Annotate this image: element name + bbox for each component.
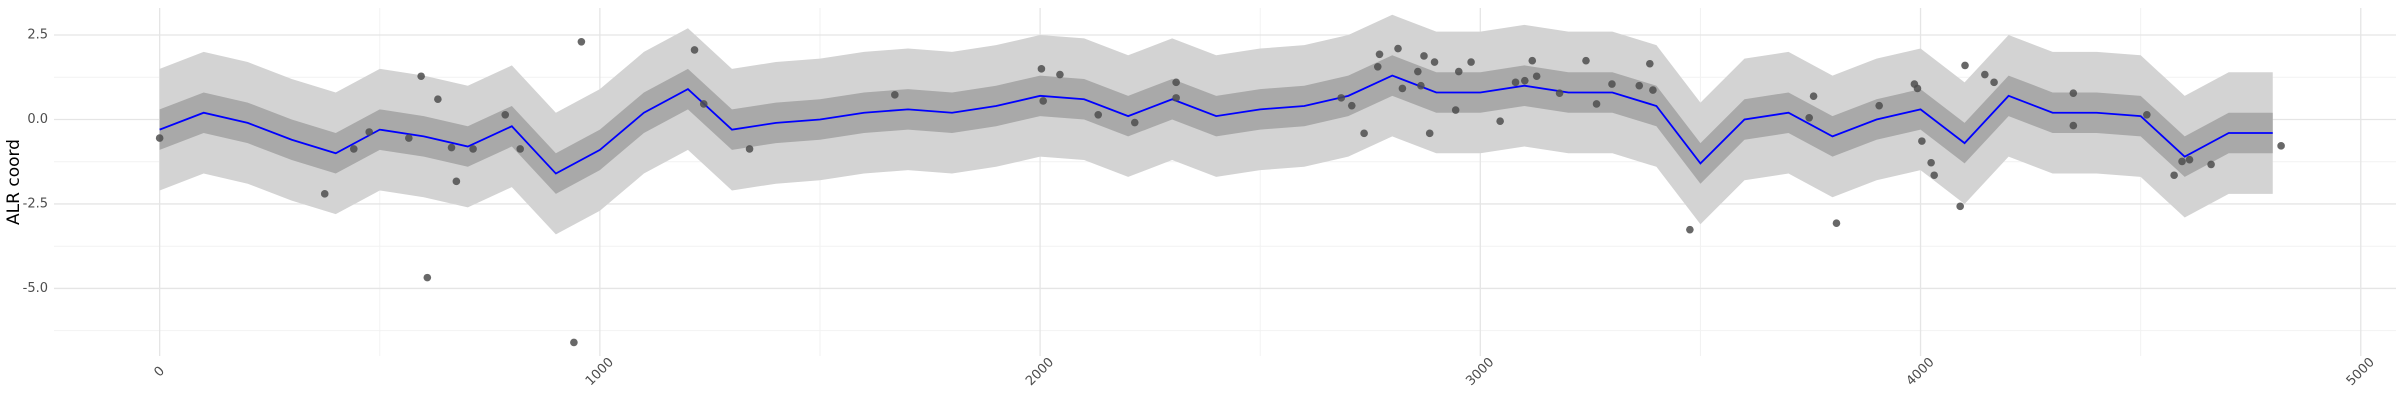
data-point xyxy=(1398,84,1407,93)
data-point xyxy=(1347,101,1356,110)
data-point xyxy=(1686,225,1694,234)
data-point xyxy=(1172,78,1180,87)
data-point xyxy=(155,134,164,142)
data-point xyxy=(1130,118,1139,127)
x-tick-label: 2000 xyxy=(1023,355,1057,389)
data-point xyxy=(745,145,754,153)
data-point xyxy=(1918,137,1926,145)
data-point xyxy=(405,134,413,142)
data-point xyxy=(1528,56,1537,65)
data-point xyxy=(891,91,899,99)
data-point xyxy=(2207,160,2215,169)
data-point xyxy=(320,190,329,198)
data-point xyxy=(1532,72,1541,81)
x-tick-label: 3000 xyxy=(1463,355,1497,389)
data-point xyxy=(2178,157,2186,166)
data-point xyxy=(1927,158,1935,167)
data-point xyxy=(2277,142,2285,150)
data-point xyxy=(1360,129,1368,138)
data-point xyxy=(1394,44,1402,53)
data-point xyxy=(699,100,708,108)
data-point xyxy=(365,128,374,136)
data-point xyxy=(1646,59,1654,68)
data-point xyxy=(1451,106,1460,114)
data-point xyxy=(1496,117,1504,125)
y-tick-label: 0.0 xyxy=(27,112,48,127)
data-point xyxy=(447,143,456,152)
y-tick-label: -5.0 xyxy=(23,281,48,296)
data-point xyxy=(1430,58,1439,66)
data-point xyxy=(2143,110,2151,119)
data-point xyxy=(1875,101,1883,110)
data-point xyxy=(434,95,442,104)
data-point xyxy=(1337,94,1346,102)
data-point xyxy=(690,46,699,54)
data-point xyxy=(1373,62,1382,71)
data-point xyxy=(2170,171,2178,180)
data-point xyxy=(1375,50,1384,59)
data-point xyxy=(423,273,432,282)
x-tick-label: 0 xyxy=(151,364,167,380)
data-point xyxy=(2185,155,2194,164)
data-point xyxy=(1454,67,1463,76)
data-point xyxy=(1809,92,1818,100)
data-point xyxy=(2069,89,2078,97)
data-point xyxy=(417,72,425,81)
data-point xyxy=(1592,100,1601,108)
data-point xyxy=(1961,61,1969,70)
data-point xyxy=(1635,81,1644,90)
data-point xyxy=(1039,97,1047,105)
data-point xyxy=(1172,94,1180,102)
x-tick-label: 5000 xyxy=(2344,355,2378,389)
data-point xyxy=(1555,89,1564,97)
data-point xyxy=(469,145,477,153)
data-point xyxy=(1913,84,1922,93)
data-point xyxy=(501,110,510,119)
data-point xyxy=(1425,129,1434,138)
data-point xyxy=(1649,86,1657,94)
data-point xyxy=(1582,56,1590,65)
data-point xyxy=(1805,114,1813,122)
data-point xyxy=(1420,52,1428,60)
data-point xyxy=(1930,171,1939,180)
y-tick-label: 2.5 xyxy=(27,28,48,43)
data-point xyxy=(1511,78,1520,87)
data-point xyxy=(452,177,461,186)
data-point xyxy=(2069,121,2078,130)
data-point xyxy=(1981,70,1989,79)
mean-line xyxy=(159,74,2273,175)
data-point xyxy=(1417,81,1425,90)
data-point xyxy=(1094,110,1103,119)
data-point xyxy=(516,145,524,153)
data-point xyxy=(1832,219,1841,228)
y-tick-label: -2.5 xyxy=(23,196,48,211)
data-point xyxy=(577,37,586,46)
data-point xyxy=(1414,67,1422,76)
y-axis-label: ALR coord xyxy=(4,139,24,225)
x-tick-label: 1000 xyxy=(583,355,617,389)
data-point xyxy=(349,145,358,153)
data-point xyxy=(1037,65,1046,73)
data-point xyxy=(1608,80,1616,88)
data-point xyxy=(1956,202,1964,211)
data-point xyxy=(1056,70,1064,79)
data-point xyxy=(1467,58,1475,66)
data-point xyxy=(1520,76,1529,85)
data-point xyxy=(1990,78,1998,87)
x-tick-label: 4000 xyxy=(1904,355,1938,389)
data-point xyxy=(570,338,578,347)
